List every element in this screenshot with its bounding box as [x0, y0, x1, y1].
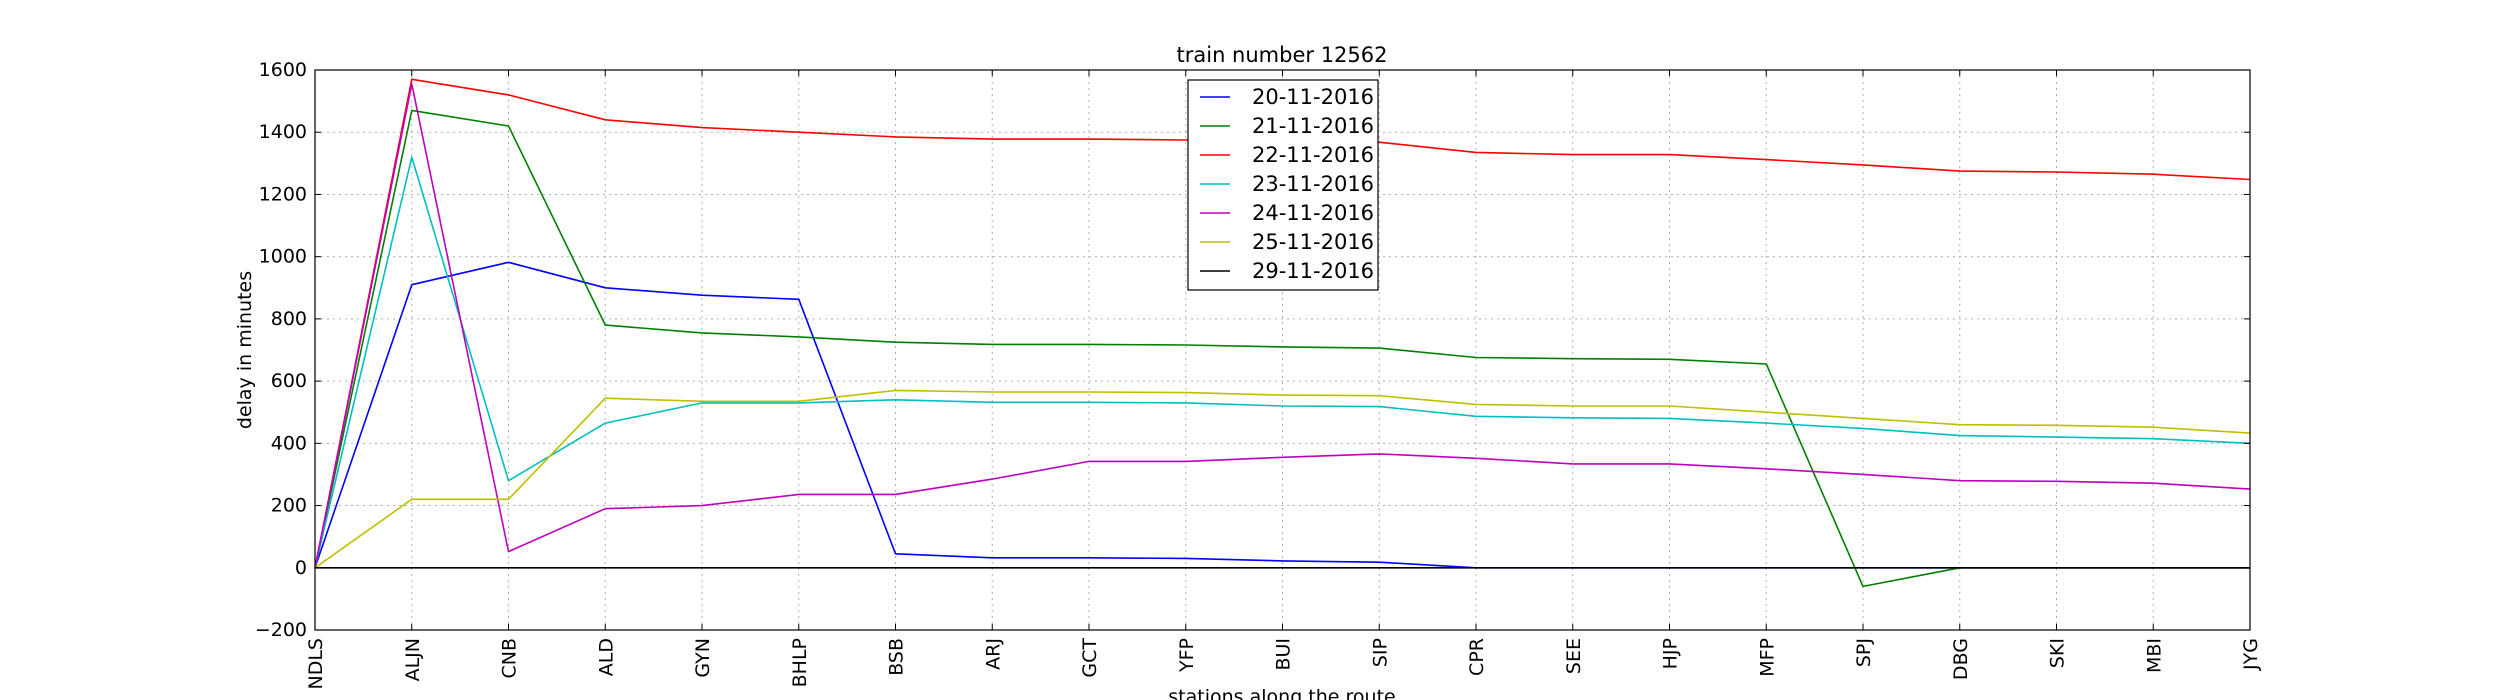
y-tick-label: 1600	[259, 59, 307, 81]
series-line-24-11-2016	[314, 83, 2251, 568]
legend-label: 29-11-2016	[1252, 259, 1374, 283]
y-tick-label: 400	[271, 432, 307, 454]
x-tick-label: ALJN	[402, 638, 424, 681]
x-tick-label: SIP	[1369, 638, 1391, 667]
y-tick-label: 600	[271, 370, 307, 392]
x-tick-label: BUI	[1273, 638, 1295, 671]
legend-label: 25-11-2016	[1252, 230, 1374, 254]
y-tick-label: 1000	[259, 246, 307, 268]
series-line-21-11-2016	[314, 109, 2250, 588]
series-line-23-11-2016	[314, 156, 2251, 568]
legend-label: 23-11-2016	[1252, 172, 1374, 196]
x-axis-ticks: NDLS ALJN CNB ALD GYN BHLP BSB ARJ GCT YFP BUI SIP C…	[305, 70, 2262, 690]
x-tick-label: MFP	[1756, 638, 1778, 677]
legend-label: 24-11-2016	[1252, 201, 1374, 225]
y-axis-ticks: −200 0 200 400 600 800 1000 1200 1400 1600	[255, 59, 2250, 641]
chart-title: train number 12562	[1177, 43, 1388, 67]
legend-label: 20-11-2016	[1252, 85, 1374, 109]
x-tick-label: SKI	[2047, 638, 2069, 668]
series-lines	[314, 78, 2251, 588]
y-tick-label: −200	[255, 619, 307, 641]
y-tick-label: 1200	[259, 183, 307, 205]
y-tick-label: 0	[295, 557, 307, 579]
x-tick-label: ALD	[595, 638, 617, 676]
x-tick-label: MBI	[2143, 638, 2165, 673]
x-tick-label: GCT	[1079, 638, 1101, 678]
x-tick-label: BSB	[886, 638, 908, 676]
x-tick-label: DBG	[1950, 638, 1972, 680]
y-tick-label: 1400	[259, 121, 307, 143]
x-tick-label: JYG	[2240, 638, 2262, 671]
legend-box	[1187, 79, 1379, 291]
x-tick-label: NDLS	[305, 638, 327, 690]
legend: 20-11-2016 21-11-2016 22-11-2016 23-11-2016…	[1187, 79, 1379, 291]
x-tick-label: HJP	[1660, 638, 1682, 669]
x-tick-label: CPR	[1466, 638, 1488, 676]
x-tick-label: CNB	[499, 638, 521, 679]
x-axis-label: stations along the route	[1168, 686, 1395, 700]
y-axis-label: delay in minutes	[234, 271, 256, 429]
x-tick-label: ARJ	[982, 638, 1004, 670]
legend-label: 22-11-2016	[1252, 143, 1374, 167]
x-tick-label: YFP	[1176, 638, 1198, 673]
x-tick-label: SEE	[1563, 638, 1585, 674]
x-tick-label: BHLP	[789, 638, 811, 687]
x-tick-label: GYN	[692, 638, 714, 678]
y-tick-label: 800	[271, 308, 307, 330]
x-tick-label: SPJ	[1853, 638, 1875, 667]
y-tick-label: 200	[271, 495, 307, 517]
legend-label: 21-11-2016	[1252, 114, 1374, 138]
series-line-25-11-2016	[314, 389, 2251, 569]
